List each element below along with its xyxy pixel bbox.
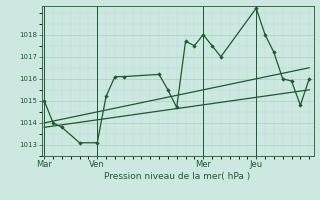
X-axis label: Pression niveau de la mer( hPa ): Pression niveau de la mer( hPa ) xyxy=(104,172,251,181)
